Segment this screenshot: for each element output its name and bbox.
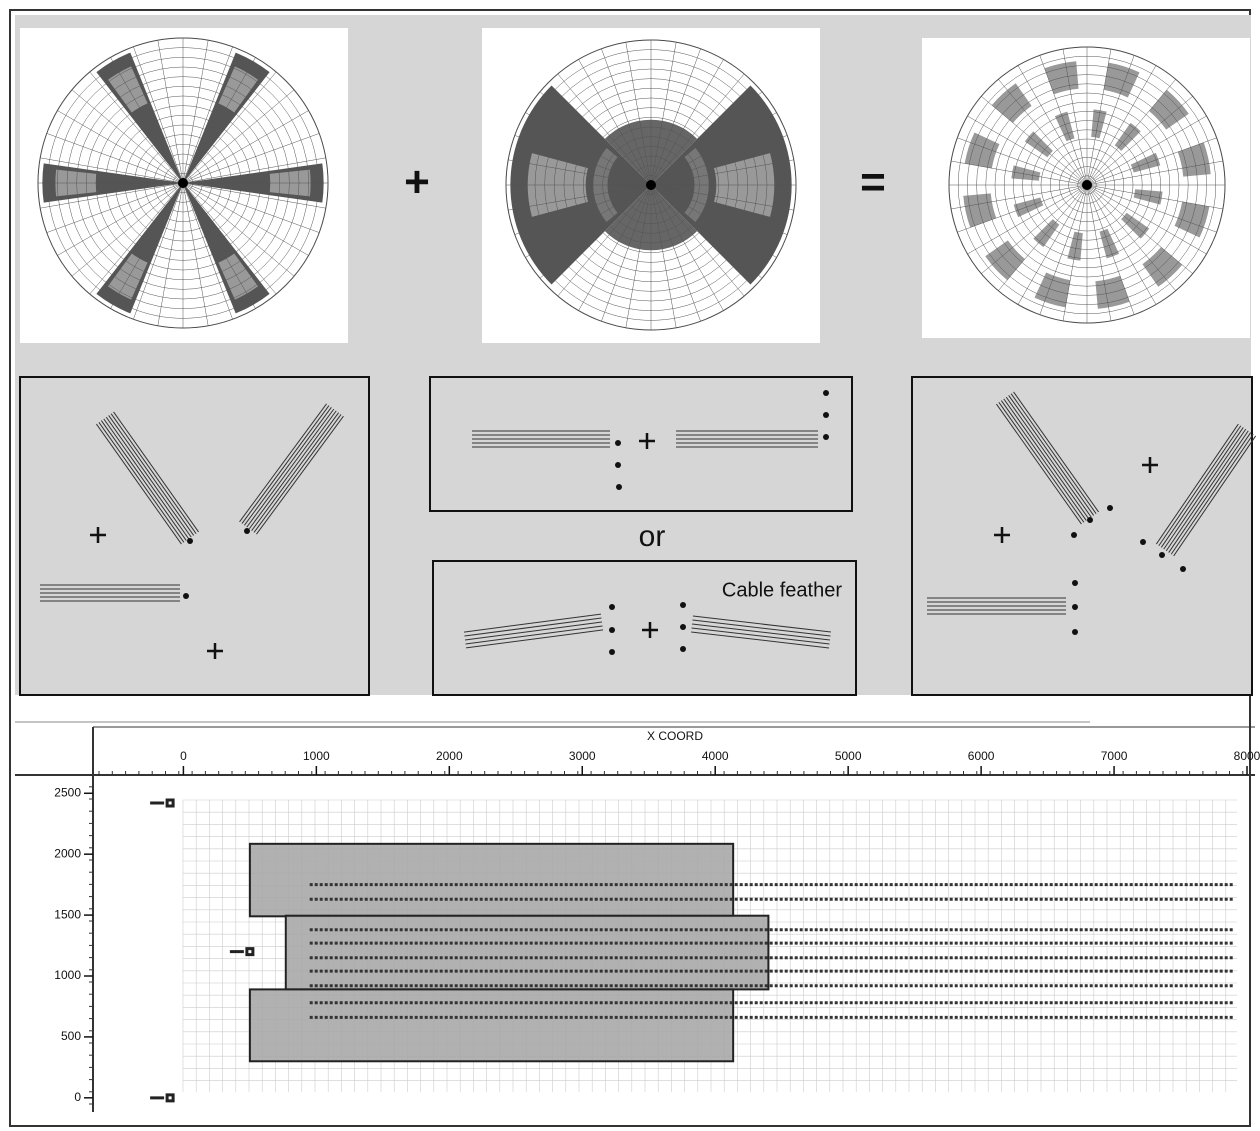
source-dot xyxy=(615,440,621,446)
source-dot xyxy=(1140,539,1146,545)
x-tick-label: 2000 xyxy=(436,749,463,763)
patch xyxy=(286,916,769,990)
patch xyxy=(250,989,733,1061)
source-dot xyxy=(615,462,621,468)
source-dot xyxy=(823,434,829,440)
rose-center xyxy=(646,180,656,190)
source-dot xyxy=(1071,532,1077,538)
operator-plus: + xyxy=(404,158,430,207)
source-dot xyxy=(609,604,615,610)
source-dot xyxy=(1087,517,1093,523)
schematic-panel xyxy=(912,377,1252,695)
x-tick-label: 8000 xyxy=(1234,749,1260,763)
rose xyxy=(949,47,1225,323)
source-dot xyxy=(1072,580,1078,586)
x-tick-label: 7000 xyxy=(1101,749,1128,763)
source-dot xyxy=(1072,629,1078,635)
source-dot xyxy=(616,484,622,490)
y-tick-label: 0 xyxy=(74,1090,81,1104)
x-axis-label: X COORD xyxy=(647,729,703,743)
source-dot xyxy=(609,649,615,655)
figure: + = or Cable feather X COORD 0 1000 2000 30… xyxy=(0,0,1260,1131)
x-tick-label: 3000 xyxy=(569,749,596,763)
source-dot xyxy=(187,538,193,544)
annotation: Cable feather xyxy=(722,579,842,601)
rose-diagrams xyxy=(38,38,1225,330)
patch xyxy=(250,844,733,916)
source-dot xyxy=(244,528,250,534)
source-dot xyxy=(609,627,615,633)
separator-text: or xyxy=(639,520,666,553)
rose xyxy=(506,40,796,330)
rose xyxy=(38,38,328,328)
source-dot xyxy=(823,390,829,396)
source-dot xyxy=(680,602,686,608)
source-dot xyxy=(1107,505,1113,511)
source-dot xyxy=(680,646,686,652)
rose-center xyxy=(1082,180,1092,190)
y-tick-label: 2500 xyxy=(54,785,81,799)
y-tick-label: 1000 xyxy=(54,968,81,982)
source-dot xyxy=(1159,552,1165,558)
x-tick-label: 5000 xyxy=(835,749,862,763)
operator-equals: = xyxy=(860,158,886,207)
rose-center xyxy=(178,178,188,188)
source-dot xyxy=(680,624,686,630)
y-tick-label: 2000 xyxy=(54,846,81,860)
schematic-panel xyxy=(20,377,369,695)
source-dot xyxy=(183,593,189,599)
source-dot xyxy=(1180,566,1186,572)
source-dot xyxy=(1072,604,1078,610)
x-tick-label: 0 xyxy=(180,749,187,763)
schematic-panel xyxy=(430,377,852,511)
source-dot xyxy=(823,412,829,418)
y-tick-label: 1500 xyxy=(54,907,81,921)
x-tick-label: 4000 xyxy=(702,749,729,763)
x-tick-label: 1000 xyxy=(303,749,330,763)
y-tick-label: 500 xyxy=(61,1029,81,1043)
x-tick-label: 6000 xyxy=(968,749,995,763)
